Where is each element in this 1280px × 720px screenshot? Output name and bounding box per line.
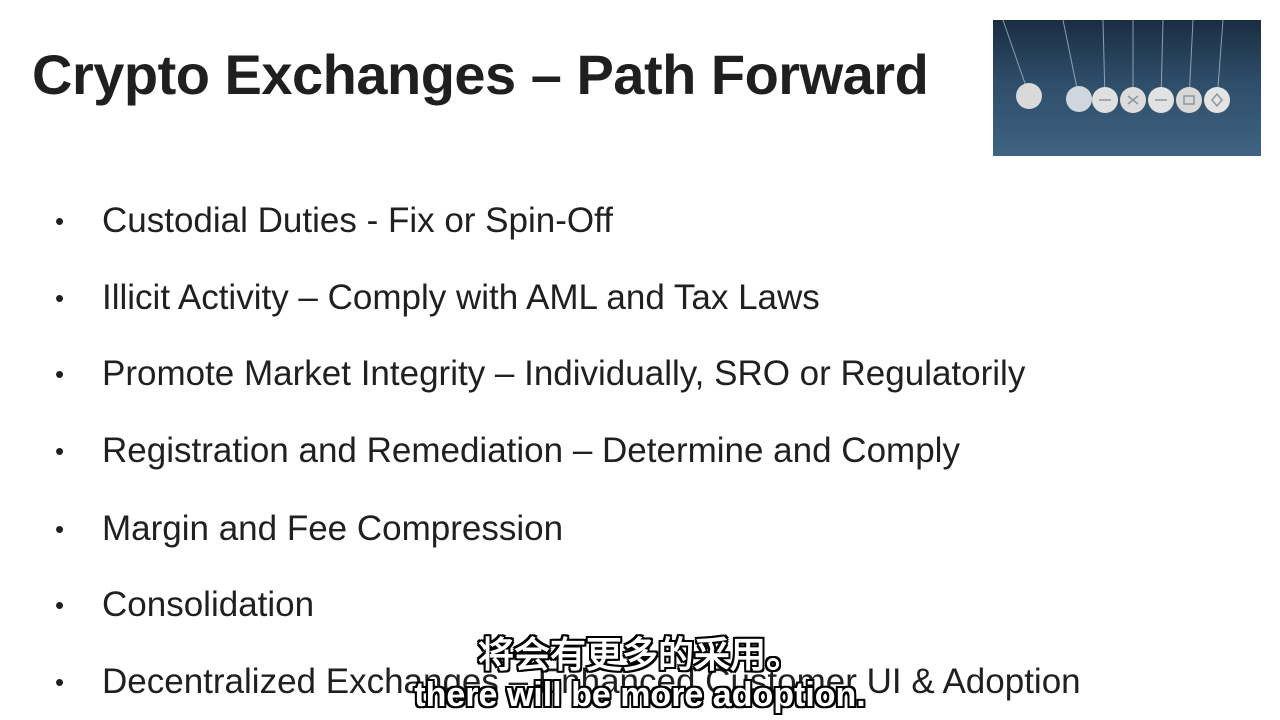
bullet-glyph: •	[55, 590, 65, 620]
subtitle-chinese: 将会有更多的采用。	[477, 635, 802, 676]
bullet-glyph: •	[55, 359, 65, 389]
bullet-glyph: •	[55, 283, 65, 313]
bullet-text: Registration and Remediation – Determine…	[102, 431, 960, 470]
bullet-glyph: •	[55, 514, 65, 544]
slide-title: Crypto Exchanges – Path Forward	[32, 43, 929, 106]
bullet-text: Consolidation	[102, 585, 315, 624]
newtons-cradle-crypto-coins-icon	[993, 20, 1261, 156]
subtitle-english: there will be more adoption.	[414, 676, 866, 714]
bullet-glyph: •	[55, 436, 65, 466]
bullet-glyph: •	[55, 667, 65, 697]
bullet-text: Margin and Fee Compression	[102, 509, 564, 548]
bullet-text: Promote Market Integrity – Individually,…	[102, 354, 1026, 393]
bullet-text: Custodial Duties - Fix or Spin-Off	[102, 201, 613, 240]
bullet-text: Illicit Activity – Comply with AML and T…	[102, 278, 820, 317]
bullet-text: Decentralized Exchanges – Enhanced Custo…	[102, 662, 1081, 701]
bullet-glyph: •	[55, 206, 65, 236]
